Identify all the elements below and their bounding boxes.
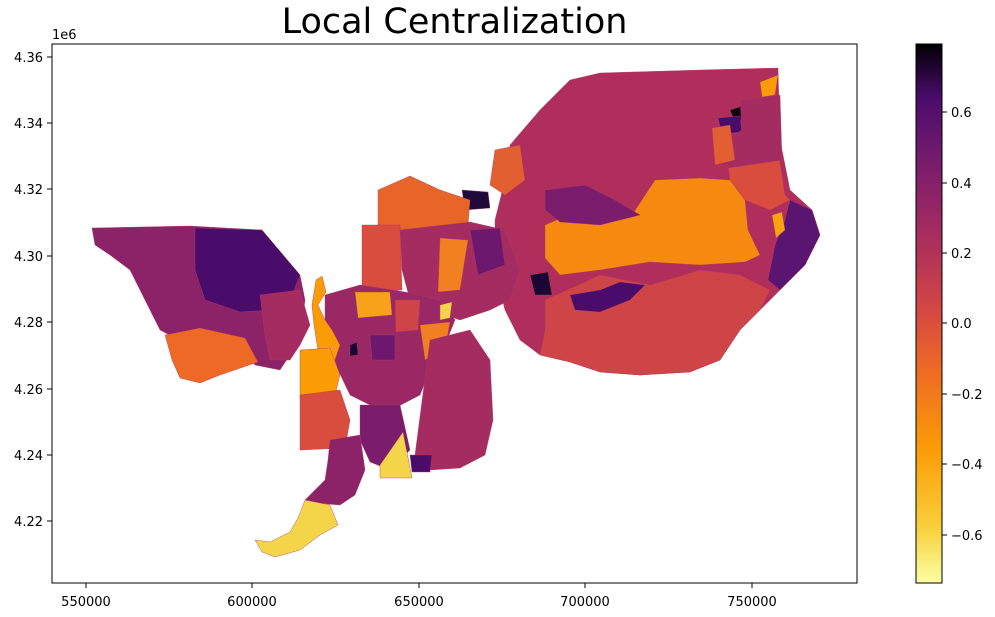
region-north-central [489, 144, 526, 196]
x-tick-label: 600000 [227, 595, 277, 610]
y-axis-offset-label: 1e6 [52, 28, 77, 43]
region-west-orange [164, 327, 259, 384]
region-city-orange-patch [354, 291, 393, 319]
x-tick-label: 550000 [61, 595, 111, 610]
colorbar-tick-label: −0.2 [951, 388, 983, 403]
region-city-lowmid [394, 299, 421, 333]
colorbar-tick-label: −0.6 [951, 529, 983, 544]
y-tick-label: 4.36 [14, 51, 43, 66]
region-city-purple [369, 334, 396, 361]
y-tick-label: 4.34 [14, 117, 43, 132]
y-tick-label: 4.32 [14, 183, 43, 198]
y-tick-label: 4.24 [14, 449, 43, 464]
region-east-orange [544, 177, 761, 276]
region-purple-mid [544, 184, 641, 226]
region-south-yellow [379, 431, 413, 479]
region-southwest-orange [299, 347, 341, 399]
region-north-mid [724, 94, 783, 169]
colorbar-tick-label: 0.2 [951, 247, 972, 262]
y-tick-label: 4.26 [14, 383, 43, 398]
map-axes-frame [51, 43, 858, 584]
region-north-orange [711, 124, 736, 166]
colorbar-tick-label: 0.0 [951, 317, 972, 332]
y-tick-label: 4.22 [14, 515, 43, 530]
colorbar-tick-label: 0.6 [951, 106, 972, 121]
region-city-yellow [439, 301, 453, 321]
colorbar-gradient [915, 43, 943, 584]
region-central-orange [437, 237, 469, 293]
region-nw-lowmid [361, 224, 403, 293]
y-axis: 1e6 4.22 4.24 4.26 4.28 4.30 4.32 4.34 4… [14, 28, 77, 530]
map-regions [91, 67, 821, 558]
region-central-purple [469, 227, 506, 276]
region-south-tail [304, 434, 366, 506]
y-tick-label: 4.30 [14, 250, 43, 265]
region-north-small-orange [759, 74, 779, 98]
region-south-yellow-tail [254, 499, 339, 558]
x-tick-label: 700000 [560, 595, 610, 610]
colorbar: 0.6 0.4 0.2 0.0 −0.2 −0.4 −0.6 [915, 43, 983, 584]
x-tick-label: 750000 [727, 595, 777, 610]
region-south-lowmid [299, 389, 351, 451]
x-axis: 550000 600000 650000 700000 750000 [61, 583, 777, 610]
region-east-yellow [771, 211, 786, 239]
map-title: Local Centralization [281, 2, 628, 42]
region-south-dark [409, 454, 433, 473]
region-city-dark [349, 341, 359, 357]
y-tick-label: 4.28 [14, 316, 43, 331]
region-river [311, 275, 341, 366]
x-tick-label: 650000 [394, 595, 444, 610]
region-west-lowmid [259, 289, 311, 361]
colorbar-tick-label: 0.4 [951, 177, 972, 192]
region-purple-patch [569, 281, 646, 313]
colorbar-tick-label: −0.4 [951, 458, 983, 473]
region-dark-patch [529, 271, 553, 296]
